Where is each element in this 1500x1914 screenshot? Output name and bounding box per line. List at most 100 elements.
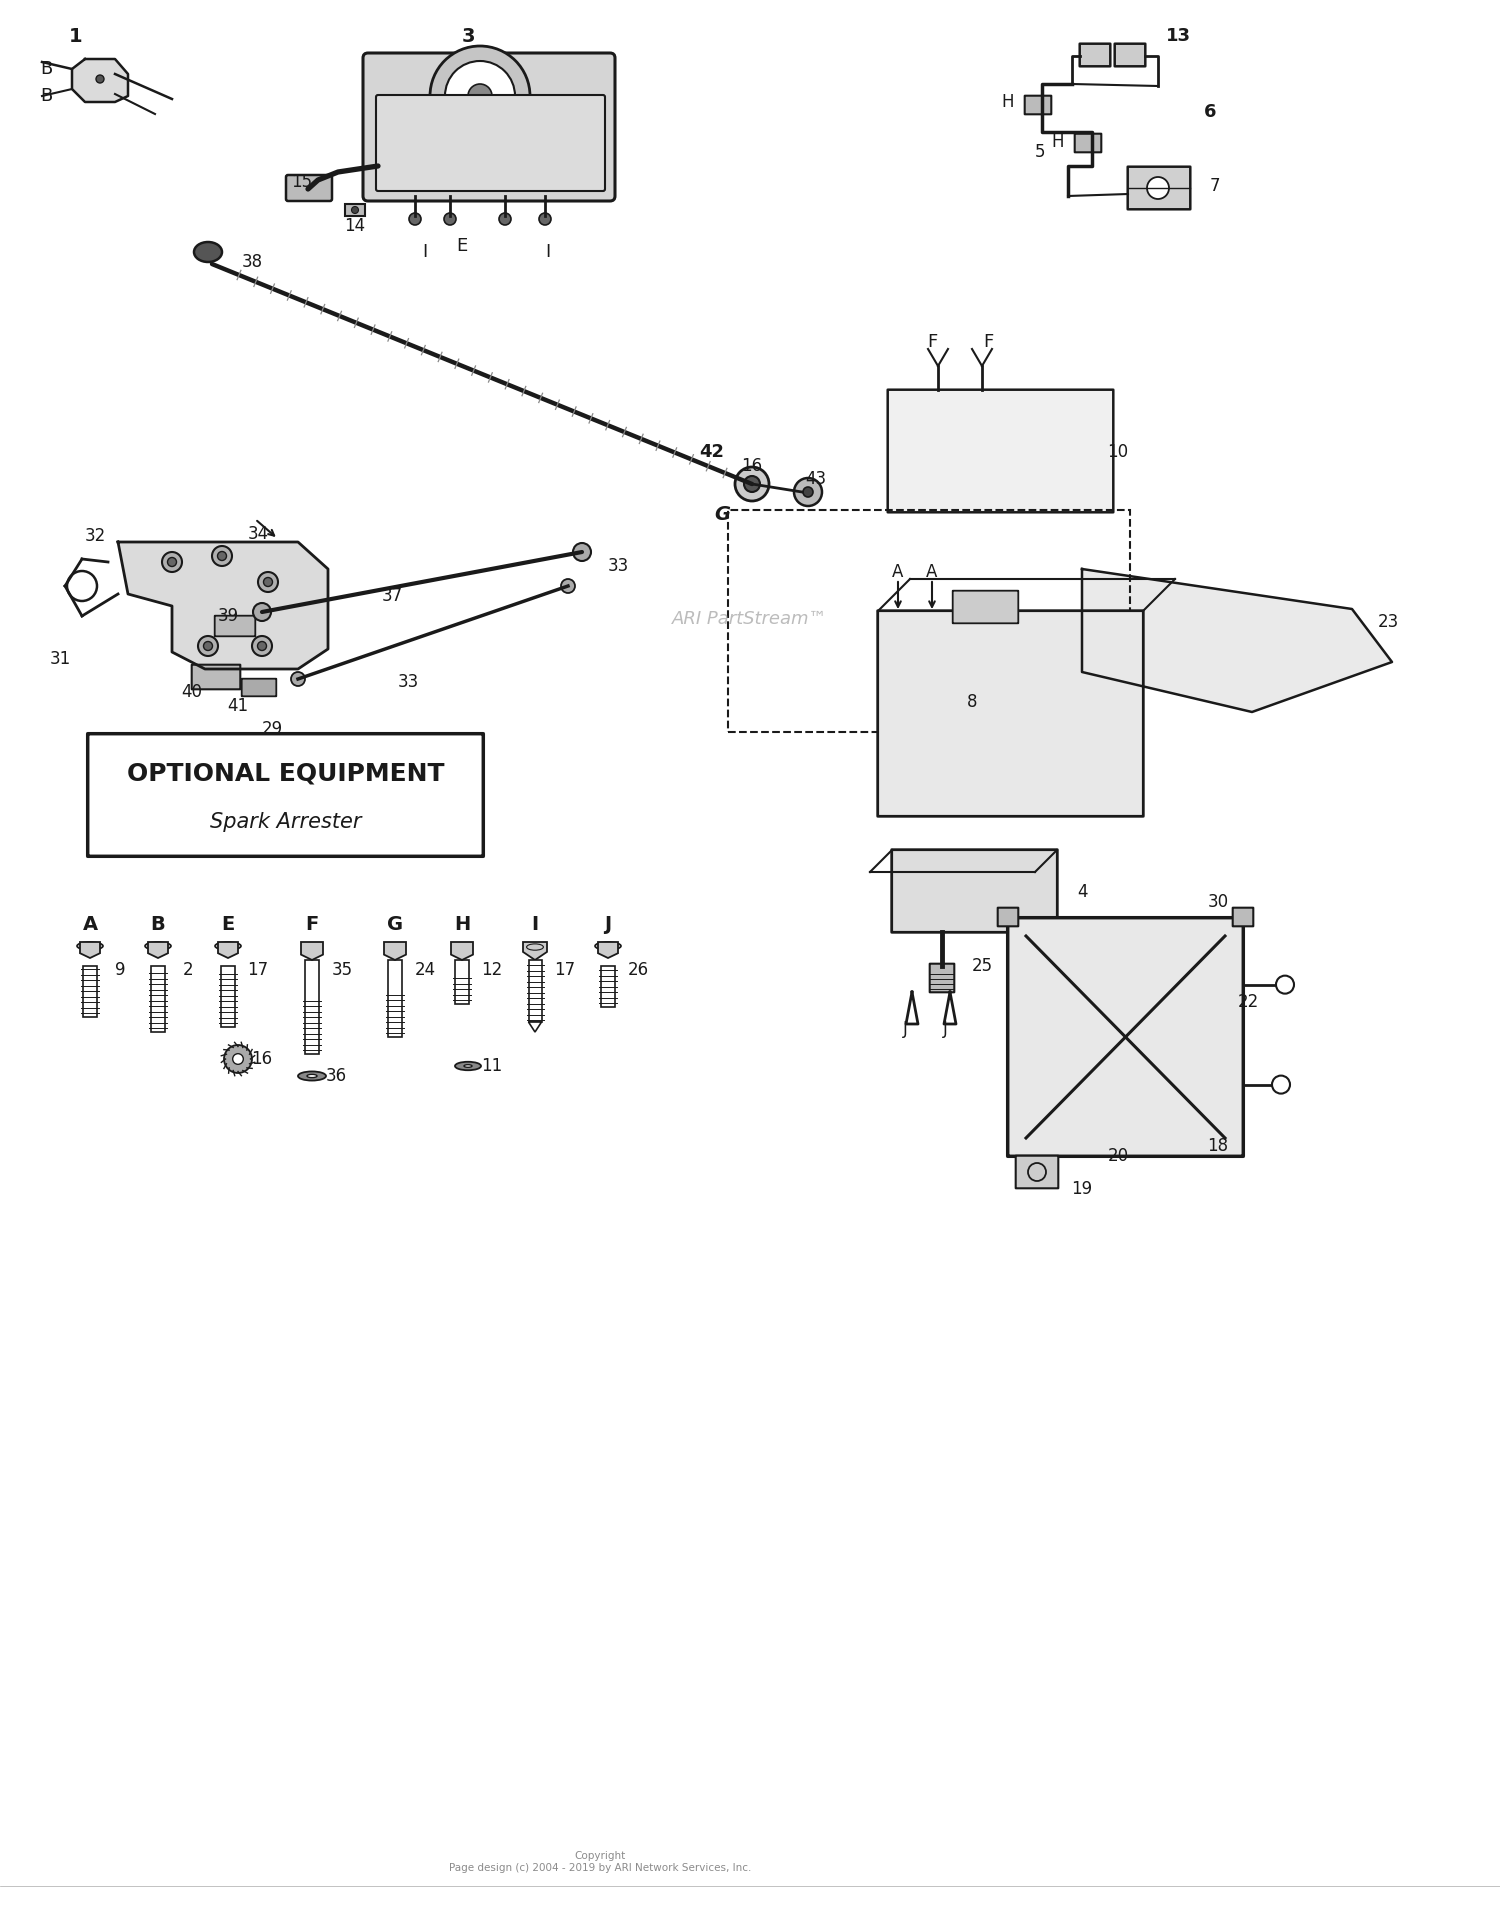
- Text: 2: 2: [183, 961, 194, 978]
- Text: 38: 38: [242, 253, 262, 272]
- Text: I: I: [423, 243, 427, 260]
- Polygon shape: [524, 942, 548, 961]
- Text: B: B: [40, 86, 53, 105]
- Text: 29: 29: [261, 720, 282, 739]
- Text: 40: 40: [182, 683, 203, 701]
- Circle shape: [744, 477, 760, 492]
- Text: 4: 4: [1077, 882, 1088, 901]
- Text: G: G: [714, 505, 730, 524]
- Bar: [454, 961, 470, 1005]
- Polygon shape: [528, 1022, 542, 1032]
- Text: 33: 33: [398, 674, 418, 691]
- Text: 11: 11: [482, 1057, 502, 1076]
- Text: 7: 7: [1209, 176, 1221, 195]
- Circle shape: [252, 635, 272, 657]
- Text: 39: 39: [217, 607, 238, 626]
- Circle shape: [573, 544, 591, 561]
- Text: 37: 37: [381, 588, 402, 605]
- Text: 36: 36: [326, 1066, 346, 1085]
- Text: 8: 8: [966, 693, 978, 710]
- Text: 19: 19: [1071, 1181, 1092, 1198]
- FancyBboxPatch shape: [1114, 44, 1146, 67]
- Text: A: A: [892, 563, 903, 582]
- Text: 43: 43: [806, 471, 826, 488]
- Circle shape: [351, 207, 358, 214]
- Text: 22: 22: [1238, 993, 1258, 1011]
- Circle shape: [444, 212, 456, 226]
- Polygon shape: [345, 205, 364, 216]
- Text: A: A: [927, 563, 938, 582]
- Text: H: H: [1052, 132, 1065, 151]
- Ellipse shape: [596, 942, 621, 949]
- Text: I: I: [546, 243, 550, 260]
- Text: H: H: [1002, 94, 1014, 111]
- Ellipse shape: [298, 1072, 326, 1081]
- Circle shape: [430, 46, 530, 145]
- Text: OPTIONAL EQUIPMENT: OPTIONAL EQUIPMENT: [126, 762, 444, 785]
- Text: 16: 16: [741, 457, 762, 475]
- Text: 1: 1: [69, 27, 82, 46]
- Bar: [82, 967, 98, 1016]
- Circle shape: [168, 557, 177, 567]
- Ellipse shape: [464, 1064, 472, 1068]
- Text: 41: 41: [228, 697, 249, 716]
- Text: 6: 6: [1203, 103, 1216, 121]
- Text: 15: 15: [291, 172, 312, 191]
- Text: E: E: [222, 915, 234, 934]
- FancyBboxPatch shape: [998, 907, 1018, 926]
- Circle shape: [258, 572, 278, 591]
- FancyBboxPatch shape: [1024, 96, 1051, 115]
- Circle shape: [500, 212, 512, 226]
- Text: H: H: [454, 915, 470, 934]
- Circle shape: [217, 551, 226, 561]
- Text: 17: 17: [248, 961, 268, 978]
- Text: 13: 13: [1166, 27, 1191, 46]
- FancyBboxPatch shape: [242, 679, 276, 697]
- Text: 32: 32: [84, 526, 105, 545]
- Text: 17: 17: [555, 961, 576, 978]
- Ellipse shape: [194, 241, 222, 262]
- Circle shape: [1148, 176, 1168, 199]
- FancyBboxPatch shape: [930, 965, 954, 991]
- Text: J: J: [903, 1020, 908, 1037]
- Text: J: J: [604, 915, 612, 934]
- FancyBboxPatch shape: [1128, 167, 1191, 209]
- Circle shape: [468, 84, 492, 107]
- Circle shape: [162, 551, 182, 572]
- FancyBboxPatch shape: [214, 616, 255, 635]
- Text: 20: 20: [1107, 1146, 1128, 1166]
- Circle shape: [96, 75, 104, 82]
- FancyBboxPatch shape: [87, 733, 483, 856]
- Polygon shape: [80, 942, 100, 959]
- FancyBboxPatch shape: [1233, 907, 1254, 926]
- FancyBboxPatch shape: [192, 664, 240, 689]
- Circle shape: [561, 580, 574, 593]
- Polygon shape: [148, 942, 168, 959]
- Circle shape: [538, 212, 550, 226]
- Text: F: F: [927, 333, 938, 350]
- Text: F: F: [982, 333, 993, 350]
- FancyBboxPatch shape: [952, 591, 1018, 624]
- Text: 12: 12: [482, 961, 502, 978]
- Bar: [388, 961, 402, 1037]
- Polygon shape: [217, 942, 238, 959]
- Circle shape: [198, 635, 217, 657]
- Text: 18: 18: [1208, 1137, 1228, 1154]
- Polygon shape: [118, 542, 328, 670]
- Polygon shape: [1082, 568, 1392, 712]
- Ellipse shape: [76, 942, 104, 949]
- FancyBboxPatch shape: [878, 611, 1143, 815]
- Polygon shape: [72, 59, 128, 101]
- Polygon shape: [598, 942, 618, 959]
- Circle shape: [802, 486, 813, 498]
- Text: J: J: [942, 1020, 948, 1037]
- Text: 10: 10: [1107, 442, 1128, 461]
- Text: 9: 9: [114, 961, 125, 978]
- Text: 31: 31: [50, 651, 70, 668]
- FancyBboxPatch shape: [286, 174, 332, 201]
- Circle shape: [232, 1055, 243, 1064]
- Polygon shape: [384, 942, 406, 961]
- Text: 24: 24: [414, 961, 435, 978]
- FancyBboxPatch shape: [363, 54, 615, 201]
- Bar: [528, 961, 542, 1022]
